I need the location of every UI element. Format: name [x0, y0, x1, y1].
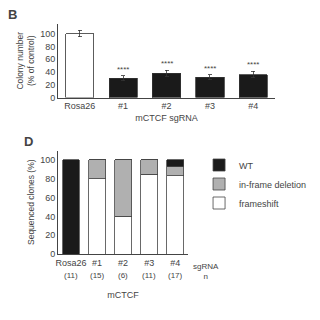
- svg-text:mCTCF sgRNA: mCTCF sgRNA: [135, 113, 198, 123]
- svg-text:Sequenced clones (%): Sequenced clones (%): [26, 159, 36, 245]
- svg-text:mCTCF: mCTCF: [107, 290, 139, 300]
- svg-text:#4: #4: [170, 258, 180, 268]
- svg-text:(15): (15): [90, 271, 105, 280]
- svg-text:D: D: [24, 134, 33, 149]
- svg-text:frameshift: frameshift: [239, 199, 279, 209]
- svg-text:(11): (11): [142, 271, 156, 280]
- svg-text:Rosa26: Rosa26: [64, 101, 95, 111]
- svg-text:****: ****: [247, 60, 259, 69]
- svg-text:40: 40: [45, 212, 55, 222]
- svg-text:100: 100: [40, 155, 55, 165]
- svg-text:(17): (17): [168, 271, 183, 280]
- svg-text:(11): (11): [64, 271, 78, 280]
- svg-text:(6): (6): [118, 271, 128, 280]
- svg-text:0: 0: [50, 93, 55, 103]
- svg-text:#1: #1: [92, 258, 102, 268]
- svg-text:Rosa26: Rosa26: [56, 258, 87, 268]
- svg-text:#3: #3: [205, 101, 215, 111]
- svg-text:****: ****: [204, 64, 216, 73]
- svg-text:60: 60: [45, 54, 55, 64]
- svg-text:#2: #2: [161, 101, 171, 111]
- svg-text:#4: #4: [248, 101, 258, 111]
- svg-text:60: 60: [45, 193, 55, 203]
- svg-text:#3: #3: [144, 258, 154, 268]
- svg-text:40: 40: [45, 67, 55, 77]
- svg-text:20: 20: [45, 80, 55, 90]
- svg-text:#2: #2: [118, 258, 128, 268]
- svg-text:100: 100: [40, 29, 55, 39]
- svg-text:sgRNAn: sgRNAn: [193, 262, 219, 281]
- svg-text:****: ****: [161, 59, 173, 68]
- svg-text:80: 80: [45, 42, 55, 52]
- svg-text:20: 20: [45, 230, 55, 240]
- svg-text:B: B: [8, 7, 17, 22]
- svg-text:WT: WT: [239, 161, 253, 171]
- svg-text:in-frame deletion: in-frame deletion: [239, 180, 306, 190]
- svg-text:0: 0: [50, 249, 55, 259]
- svg-text:Colony number(% of control): Colony number(% of control): [15, 32, 36, 90]
- svg-text:80: 80: [45, 174, 55, 184]
- svg-text:****: ****: [117, 65, 129, 74]
- svg-text:#1: #1: [118, 101, 128, 111]
